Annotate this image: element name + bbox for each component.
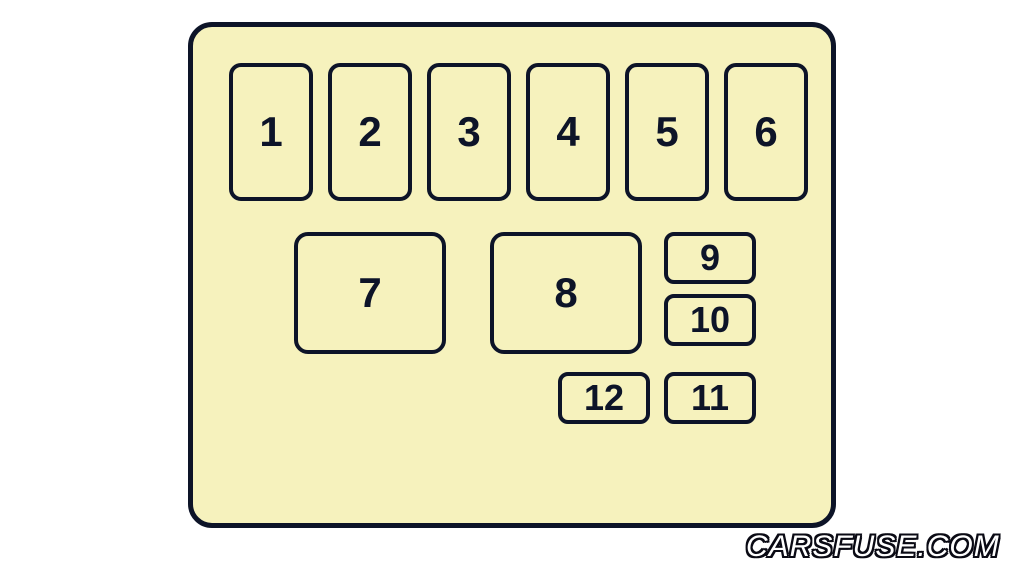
fuse-slot-12: 12 xyxy=(558,372,650,424)
fuse-label: 11 xyxy=(691,377,729,419)
fuse-slot-3: 3 xyxy=(427,63,511,201)
stage: 1 2 3 4 5 6 7 8 9 10 11 12 CARSFUSE.COM xyxy=(0,0,1024,576)
fuse-label: 2 xyxy=(358,108,381,156)
fuse-slot-6: 6 xyxy=(724,63,808,201)
fuse-label: 7 xyxy=(358,269,381,317)
fuse-slot-9: 9 xyxy=(664,232,756,284)
fuse-label: 4 xyxy=(556,108,579,156)
fuse-label: 1 xyxy=(259,108,282,156)
fuse-label: 12 xyxy=(584,377,624,419)
fuse-label: 3 xyxy=(457,108,480,156)
fuse-slot-4: 4 xyxy=(526,63,610,201)
fuse-label: 9 xyxy=(700,237,720,279)
fuse-slot-5: 5 xyxy=(625,63,709,201)
fuse-label: 5 xyxy=(655,108,678,156)
fuse-label: 6 xyxy=(754,108,777,156)
fuse-slot-1: 1 xyxy=(229,63,313,201)
fuse-slot-7: 7 xyxy=(294,232,446,354)
fuse-label: 10 xyxy=(690,299,730,341)
fuse-slot-10: 10 xyxy=(664,294,756,346)
watermark-text: CARSFUSE.COM xyxy=(746,530,1000,564)
fuse-slot-11: 11 xyxy=(664,372,756,424)
fuse-slot-2: 2 xyxy=(328,63,412,201)
fuse-slot-8: 8 xyxy=(490,232,642,354)
fuse-label: 8 xyxy=(554,269,577,317)
